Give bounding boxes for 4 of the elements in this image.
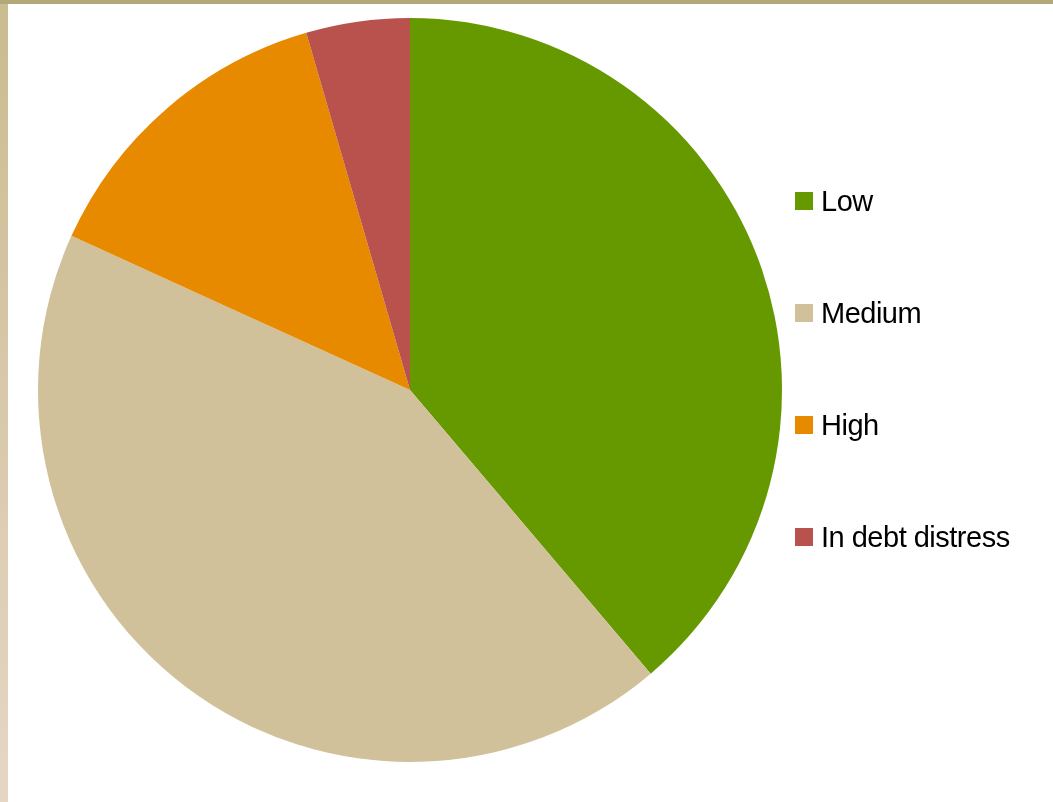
legend-label: Low	[821, 184, 873, 218]
legend-label: In debt distress	[821, 520, 1010, 554]
legend-label: Medium	[821, 296, 922, 330]
legend-label: High	[821, 408, 879, 442]
